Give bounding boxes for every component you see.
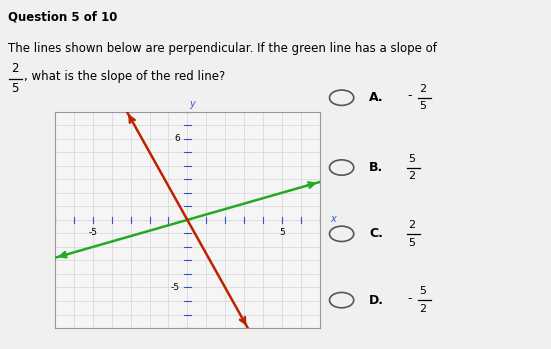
Text: -5: -5 xyxy=(171,283,180,292)
Text: y: y xyxy=(189,98,195,109)
Text: A.: A. xyxy=(369,91,384,104)
Text: 5: 5 xyxy=(279,228,285,237)
Text: 2: 2 xyxy=(419,304,426,314)
Text: x: x xyxy=(330,214,336,223)
Text: , what is the slope of the red line?: , what is the slope of the red line? xyxy=(24,70,225,83)
Text: -: - xyxy=(408,89,412,103)
Text: D.: D. xyxy=(369,294,384,307)
Text: 2: 2 xyxy=(408,220,415,230)
Text: Question 5 of 10: Question 5 of 10 xyxy=(8,10,118,23)
Text: 5: 5 xyxy=(419,287,426,296)
Text: -5: -5 xyxy=(88,228,98,237)
Text: 2: 2 xyxy=(419,84,426,94)
Text: -: - xyxy=(408,292,412,305)
Text: 5: 5 xyxy=(408,154,415,164)
Text: 6: 6 xyxy=(174,134,180,143)
Text: 5: 5 xyxy=(408,238,415,247)
Text: 5: 5 xyxy=(419,102,426,111)
Text: B.: B. xyxy=(369,161,383,174)
Text: 2: 2 xyxy=(408,171,415,181)
Text: 2: 2 xyxy=(11,62,19,75)
Text: 5: 5 xyxy=(11,82,18,95)
Text: The lines shown below are perpendicular. If the green line has a slope of: The lines shown below are perpendicular.… xyxy=(8,42,437,55)
Text: C.: C. xyxy=(369,227,383,240)
